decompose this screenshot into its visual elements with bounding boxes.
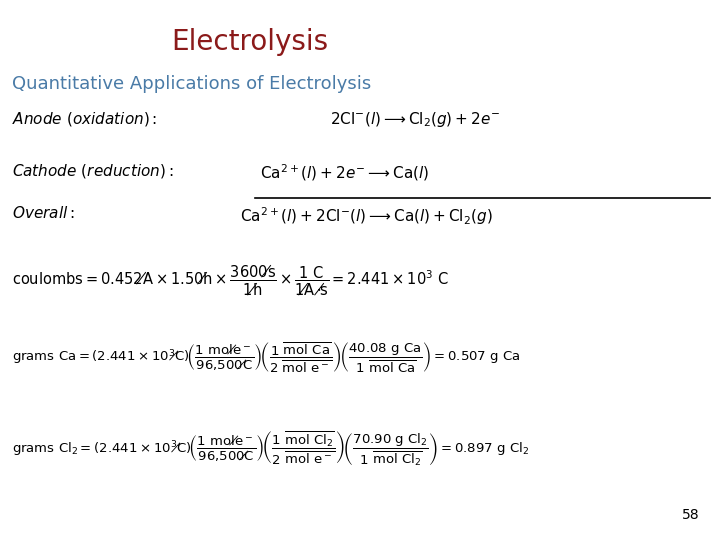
Text: Electrolysis: Electrolysis (171, 28, 328, 56)
Text: $\mathrm{Ca^{2+}(}l\mathrm{)+2}e^{-}\mathrm{\longrightarrow Ca(}l\mathrm{)}$: $\mathrm{Ca^{2+}(}l\mathrm{)+2}e^{-}\mat… (260, 162, 429, 183)
Text: $\mathrm{Ca^{2+}(}l\mathrm{)+2Cl^{-}(}l\mathrm{)\longrightarrow Ca(}l\mathrm{)+C: $\mathrm{Ca^{2+}(}l\mathrm{)+2Cl^{-}(}l\… (240, 205, 492, 227)
Text: Quantitative Applications of Electrolysis: Quantitative Applications of Electrolysi… (12, 75, 372, 93)
Text: $\mathrm{2Cl^{-}(}l\mathrm{)\longrightarrow Cl_2(}g\mathrm{)+2}e^{-}$: $\mathrm{2Cl^{-}(}l\mathrm{)\longrightar… (330, 110, 500, 129)
Text: $\mathit{Anode\ (oxidation):}$: $\mathit{Anode\ (oxidation):}$ (12, 110, 158, 128)
Text: $\mathit{Overall:}$: $\mathit{Overall:}$ (12, 205, 75, 221)
Text: $\mathit{Cathode\ (reduction):}$: $\mathit{Cathode\ (reduction):}$ (12, 162, 174, 180)
Text: 58: 58 (683, 508, 700, 522)
Text: $\mathrm{coulombs = 0.452\ \not\!\!A \times 1.50\ \not\!\!h \times \dfrac{3600\ : $\mathrm{coulombs = 0.452\ \not\!\!A \ti… (12, 262, 449, 298)
Text: $\mathrm{grams\ Ca = (2.441 \times 10^3\ \not\!\!C)\!\left(\dfrac{1\ mol\ \not\!: $\mathrm{grams\ Ca = (2.441 \times 10^3\… (12, 340, 521, 375)
Text: $\mathrm{grams\ Cl_2 = (2.441 \times 10^3\ \not\!\!C)\!\left(\dfrac{1\ mol\ \not: $\mathrm{grams\ Cl_2 = (2.441 \times 10^… (12, 430, 529, 468)
